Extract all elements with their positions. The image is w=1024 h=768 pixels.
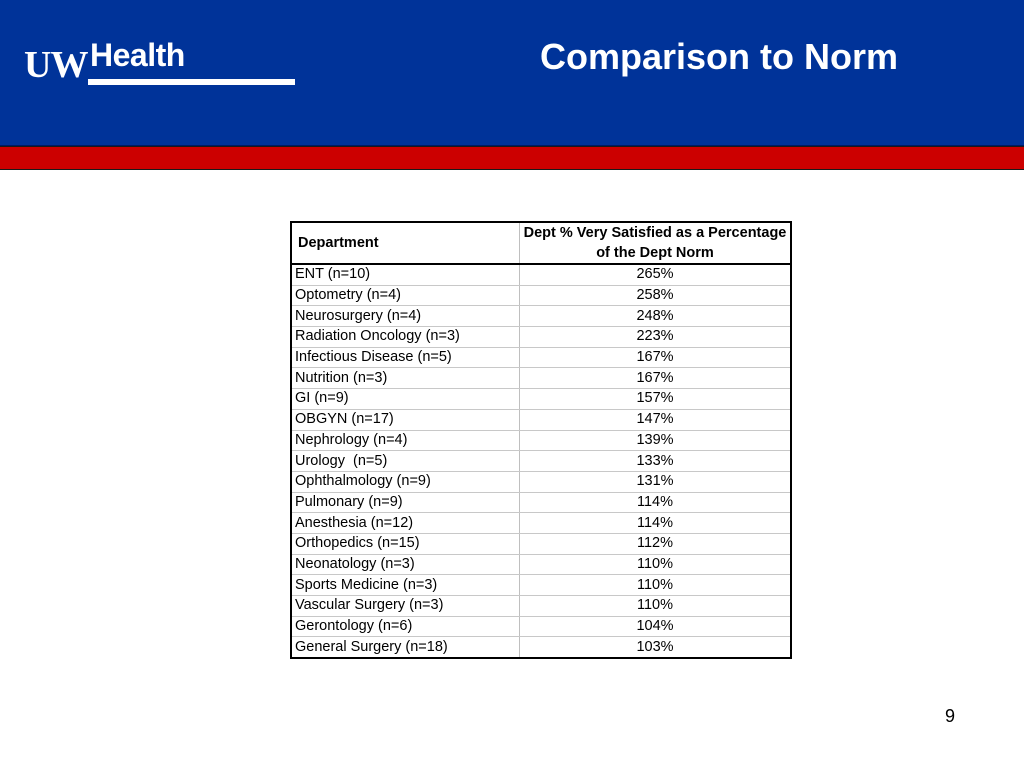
table-row: Nutrition (n=3) 167% (291, 367, 791, 390)
table-row: Ophthalmology (n=9) 131% (291, 471, 791, 493)
column-header-percentage: Dept % Very Satisfied as a Percentage of… (519, 222, 791, 265)
department-cell: Pulmonary (n=9) (291, 492, 520, 514)
department-cell: Neonatology (n=3) (291, 554, 520, 576)
department-cell: Optometry (n=4) (291, 285, 520, 307)
percentage-cell: 110% (519, 554, 791, 576)
percentage-cell: 110% (519, 595, 791, 617)
percentage-cell: 248% (519, 305, 791, 328)
table-body: ENT (n=10) 265% Optometry (n=4) 258% Neurosu… (291, 264, 791, 659)
page-number: 9 (945, 706, 956, 726)
department-cell: Neurosurgery (n=4) (291, 305, 520, 328)
percentage-cell: 139% (519, 430, 791, 452)
department-cell: ENT (n=10) (291, 264, 520, 286)
percentage-cell: 223% (519, 326, 791, 348)
table-row: OBGYN (n=17) 147% (291, 409, 791, 431)
department-cell: Nephrology (n=4) (291, 430, 520, 452)
percentage-cell: 265% (519, 264, 791, 286)
table-row: Nephrology (n=4) 139% (291, 430, 791, 452)
percentage-cell: 114% (519, 512, 791, 534)
department-cell: Sports Medicine (n=3) (291, 574, 520, 596)
table-row: Neurosurgery (n=4) 248% (291, 305, 791, 328)
table-row: GI (n=9) 157% (291, 388, 791, 410)
department-cell: Ophthalmology (n=9) (291, 471, 520, 493)
department-cell: GI (n=9) (291, 388, 520, 410)
percentage-cell: 147% (519, 409, 791, 431)
table-row: Anesthesia (n=12) 114% (291, 512, 791, 534)
table-row: ENT (n=10) 265% (291, 264, 791, 286)
percentage-cell: 133% (519, 450, 791, 472)
department-cell: General Surgery (n=18) (291, 636, 520, 659)
table-row: Gerontology (n=6) 104% (291, 616, 791, 638)
percentage-cell: 167% (519, 367, 791, 390)
percentage-cell: 157% (519, 388, 791, 410)
logo-underline (88, 79, 295, 85)
uw-health-logo: UW Health (24, 36, 296, 88)
red-divider-band (0, 146, 1024, 170)
department-cell: Infectious Disease (n=5) (291, 347, 520, 369)
percentage-cell: 167% (519, 347, 791, 369)
department-cell: Anesthesia (n=12) (291, 512, 520, 534)
percentage-cell: 110% (519, 574, 791, 596)
department-cell: Orthopedics (n=15) (291, 533, 520, 555)
percentage-cell: 103% (636, 638, 674, 655)
column-header-department: Department (291, 222, 520, 265)
department-cell: Radiation Oncology (n=3) (291, 326, 520, 348)
logo-health-text: Health (90, 37, 185, 73)
table-row: General Surgery (n=18) 103% (291, 636, 791, 659)
department-cell: Vascular Surgery (n=3) (291, 595, 520, 617)
table-row: Radiation Oncology (n=3) 223% (291, 326, 791, 348)
table-row: Vascular Surgery (n=3) 110% (291, 595, 791, 617)
percentage-cell: 258% (519, 285, 791, 307)
department-cell: Nutrition (n=3) (291, 367, 520, 390)
table-row: Urology (n=5) 133% (291, 450, 791, 472)
table-row: Pulmonary (n=9) 114% (291, 492, 791, 514)
comparison-table: Department Dept % Very Satisfied as a Pe… (290, 221, 792, 660)
logo-uw-text: UW (24, 44, 88, 86)
percentage-cell: 112% (519, 533, 791, 555)
table-row: Orthopedics (n=15) 112% (291, 533, 791, 555)
percentage-cell: 104% (519, 616, 791, 638)
table-row: Infectious Disease (n=5) 167% (291, 347, 791, 369)
slide-title: Comparison to Norm (540, 36, 899, 77)
table-header-row: Department Dept % Very Satisfied as a Pe… (291, 222, 791, 265)
percentage-cell: 114% (519, 492, 791, 514)
table-row: Optometry (n=4) 258% (291, 285, 791, 307)
table-row: Neonatology (n=3) 110% (291, 554, 791, 576)
header-bar: UW Health Comparison to Norm (0, 0, 1024, 146)
department-cell: Gerontology (n=6) (291, 616, 520, 638)
percentage-cell: 131% (519, 471, 791, 493)
table-row: Sports Medicine (n=3) 110% (291, 574, 791, 596)
department-cell: OBGYN (n=17) (291, 409, 520, 431)
department-cell: Urology (n=5) (291, 450, 520, 472)
